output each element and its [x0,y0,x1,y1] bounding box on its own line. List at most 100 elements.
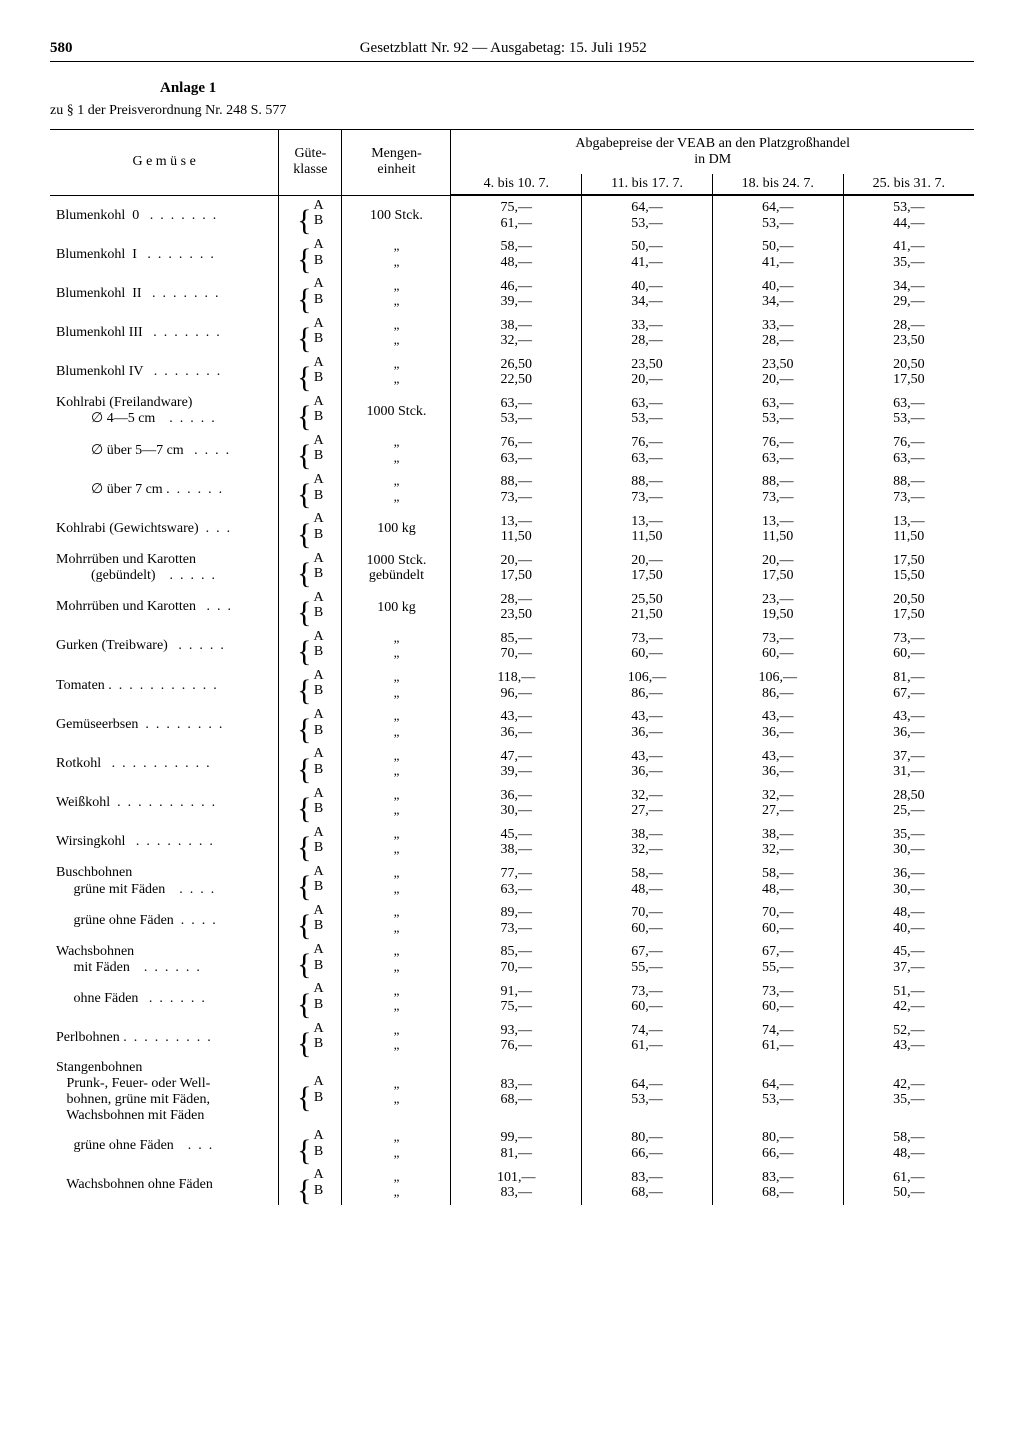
item-label: Wachsbohnen ohne Fäden [50,1165,279,1204]
guteklasse: {AB [279,353,342,392]
price: 73,—60,— [712,979,843,1018]
guteklasse: {AB [279,314,342,353]
price: 13,—11,50 [712,509,843,548]
price: 20,—17,50 [582,549,713,588]
table-row: Mohrrüben und Karotten . . .{AB100 kg28,… [50,588,974,627]
item-label: Blumenkohl III . . . . . . . [50,314,279,353]
price: 76,—63,— [451,431,582,470]
price: 34,—29,— [843,274,974,313]
page-number: 580 [50,40,73,57]
price: 63,—53,— [582,392,713,431]
page-header: 580 Gesetzblatt Nr. 92 — Ausgabetag: 15.… [50,40,974,62]
price: 38,—32,— [582,823,713,862]
guteklasse: {AB [279,549,342,588]
price: 50,—41,— [582,235,713,274]
price: 83,—68,— [451,1058,582,1126]
price: 67,—55,— [712,940,843,979]
price: 76,—63,— [582,431,713,470]
unit: „„ [342,823,451,862]
price: 77,—63,— [451,862,582,901]
item-label: Wachsbohnen mit Fäden . . . . . . [50,940,279,979]
price: 64,—53,— [712,196,843,236]
unit: „„ [342,940,451,979]
price: 70,—60,— [582,901,713,940]
guteklasse: {AB [279,274,342,313]
price: 88,—73,— [582,470,713,509]
price: 20,5017,50 [843,353,974,392]
guteklasse: {AB [279,627,342,666]
price: 28,—23,50 [843,314,974,353]
guteklasse: {AB [279,588,342,627]
item-label: Kohlrabi (Freilandware) ∅ 4—5 cm . . . .… [50,392,279,431]
price: 47,—39,— [451,744,582,783]
guteklasse: {AB [279,979,342,1018]
unit: 1000 Stck. [342,392,451,431]
price: 63,—53,— [451,392,582,431]
item-label: Gemüseerbsen . . . . . . . . [50,705,279,744]
price: 13,—11,50 [843,509,974,548]
guteklasse: {AB [279,901,342,940]
table-row: grüne ohne Fäden . . . .{AB„„89,—73,—70,… [50,901,974,940]
price: 13,—11,50 [451,509,582,548]
item-label: Gurken (Treibware) . . . . . [50,627,279,666]
price: 99,—81,— [451,1126,582,1165]
table-row: Blumenkohl I . . . . . . .{AB„„58,—48,—5… [50,235,974,274]
item-label: ∅ über 7 cm . . . . . . [50,470,279,509]
price: 67,—55,— [582,940,713,979]
price: 76,—63,— [712,431,843,470]
price: 63,—53,— [712,392,843,431]
price: 50,—41,— [712,235,843,274]
price: 58,—48,— [582,862,713,901]
guteklasse: {AB [279,1126,342,1165]
unit: „„ [342,744,451,783]
guteklasse: {AB [279,392,342,431]
price: 93,—76,— [451,1019,582,1058]
price: 26,5022,50 [451,353,582,392]
item-label: Stangenbohnen Prunk-, Feuer- oder Well- … [50,1058,279,1126]
price: 61,—50,— [843,1165,974,1204]
item-label: Blumenkohl II . . . . . . . [50,274,279,313]
price: 58,—48,— [712,862,843,901]
price: 73,—60,— [582,979,713,1018]
price: 88,—73,— [712,470,843,509]
table-row: Blumenkohl 0 . . . . . . .{AB100 Stck.75… [50,196,974,236]
price: 20,5017,50 [843,588,974,627]
table-row: ∅ über 5—7 cm . . . .{AB„„76,—63,—76,—63… [50,431,974,470]
item-label: Weißkohl . . . . . . . . . . [50,784,279,823]
guteklasse: {AB [279,705,342,744]
guteklasse: {AB [279,666,342,705]
price: 45,—37,— [843,940,974,979]
price: 106,—86,— [712,666,843,705]
item-label: grüne ohne Fäden . . . [50,1126,279,1165]
guteklasse: {AB [279,744,342,783]
guteklasse: {AB [279,940,342,979]
price: 74,—61,— [712,1019,843,1058]
subref-label: zu § 1 der Preisverordnung Nr. 248 S. 57… [50,103,974,119]
table-row: grüne ohne Fäden . . .{AB„„99,—81,—80,—6… [50,1126,974,1165]
unit: „„ [342,784,451,823]
table-row: Blumenkohl IV . . . . . . .{AB„„26,5022,… [50,353,974,392]
unit: „„ [342,353,451,392]
guteklasse: {AB [279,1058,342,1126]
price-table: G e m ü s e Güte- klasse Mengen- einheit… [50,129,974,1205]
price: 63,—53,— [843,392,974,431]
unit: „„ [342,235,451,274]
price: 58,—48,— [451,235,582,274]
unit: „„ [342,666,451,705]
item-label: Wirsingkohl . . . . . . . . [50,823,279,862]
table-row: Blumenkohl II . . . . . . .{AB„„46,—39,—… [50,274,974,313]
item-label: Blumenkohl I . . . . . . . [50,235,279,274]
price: 45,—38,— [451,823,582,862]
item-label: ∅ über 5—7 cm . . . . [50,431,279,470]
price: 25,5021,50 [582,588,713,627]
guteklasse: {AB [279,784,342,823]
table-row: Perlbohnen . . . . . . . . .{AB„„93,—76,… [50,1019,974,1058]
unit: „„ [342,627,451,666]
price: 80,—66,— [712,1126,843,1165]
price: 20,—17,50 [451,549,582,588]
price: 43,—36,— [451,705,582,744]
th-period-3: 25. bis 31. 7. [843,174,974,195]
table-row: Wachsbohnen ohne Fäden{AB„„101,—83,—83,—… [50,1165,974,1204]
th-klasse: Güte- klasse [279,130,342,195]
item-label: Kohlrabi (Gewichtsware) . . . [50,509,279,548]
